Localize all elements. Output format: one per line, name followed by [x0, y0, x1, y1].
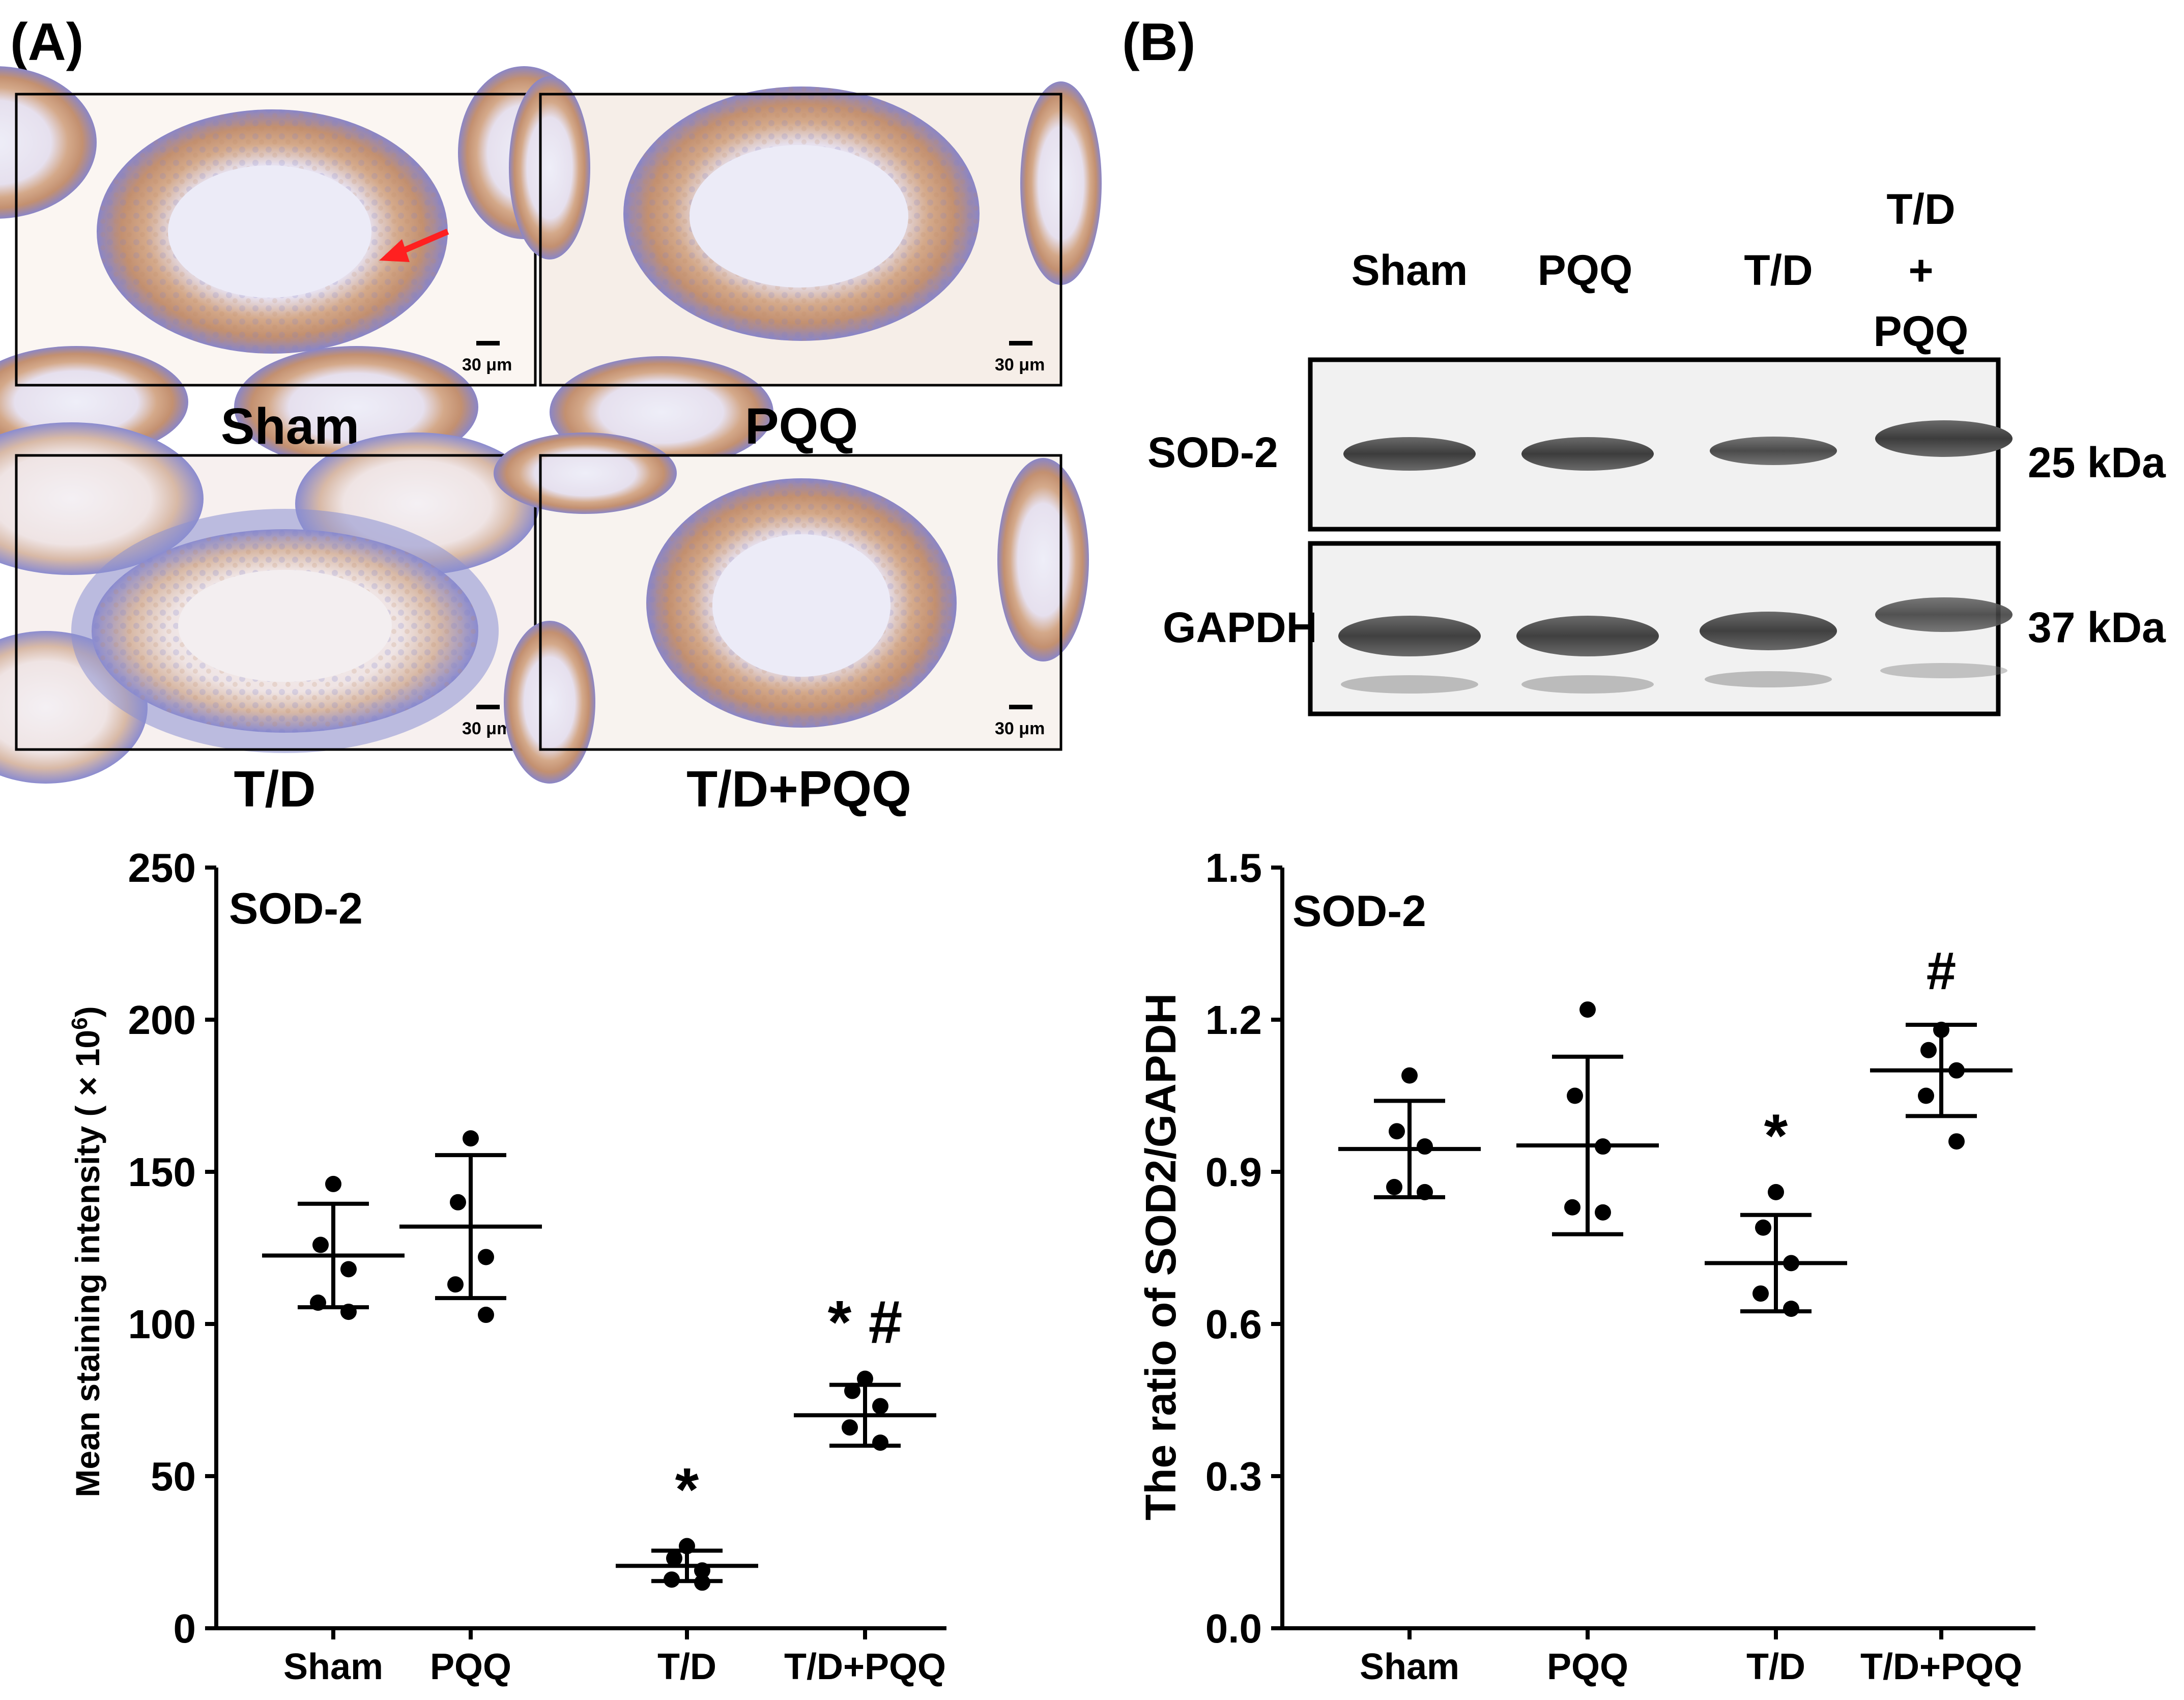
data-point [872, 1398, 888, 1415]
lane-label-td-pqq-line-2: + [1908, 246, 1933, 294]
data-point [1389, 1123, 1405, 1140]
chart-staining-intensity: 0 50 100 150 200 250 Sham PQQ T/D T/D+PQQ SOD-2 Mea… [67, 845, 946, 1687]
y-tick-label: 250 [128, 845, 196, 890]
data-point [478, 1249, 494, 1265]
chart-title: SOD-2 [1292, 887, 1426, 936]
x-tick-label: PQQ [430, 1647, 511, 1687]
data-point [1595, 1204, 1611, 1221]
lane-label-td-pqq: T/D + PQQ [1874, 185, 1969, 355]
y-axis-label: Mean staining intensity ( × 106) [67, 1006, 107, 1497]
data-point [1752, 1285, 1769, 1302]
x-tick-label: T/D [1746, 1647, 1805, 1687]
histology-td-pqq: 30 μm [494, 433, 1089, 784]
x-tick-label: Sham [283, 1647, 383, 1687]
x-tick-label: PQQ [1547, 1647, 1628, 1687]
y-tick-label: 1.5 [1205, 845, 1262, 890]
significance-marker: * [675, 1456, 699, 1524]
lane-label-td-pqq-line-3: PQQ [1874, 307, 1969, 355]
y-tick-label: 150 [128, 1149, 196, 1195]
data-point [679, 1538, 695, 1554]
data-point [1948, 1062, 1965, 1079]
data-point [1564, 1199, 1580, 1216]
lane-label-pqq: PQQ [1538, 246, 1633, 294]
histology-sham: 30 μm [0, 66, 590, 468]
data-point [1768, 1184, 1784, 1200]
data-point [1567, 1087, 1583, 1104]
scale-bar-text: 30 μm [995, 355, 1045, 374]
data-point [1918, 1087, 1934, 1104]
data-point [310, 1294, 326, 1311]
scale-bar-text: 30 μm [995, 719, 1045, 738]
data-point [1783, 1255, 1799, 1272]
panel-a-label: (A) [10, 13, 83, 72]
data-point [857, 1370, 873, 1387]
y-tick-label: 0.3 [1205, 1454, 1262, 1499]
blot-sod2 [1308, 357, 2013, 532]
y-tick-label: 200 [128, 997, 196, 1043]
data-point [340, 1261, 357, 1278]
histology-label-td-pqq: T/D+PQQ [686, 761, 911, 818]
y-tick-label: 0.9 [1205, 1149, 1262, 1195]
y-axis-label: The ratio of SOD2/GAPDH [1137, 993, 1185, 1520]
data-point [325, 1175, 341, 1192]
histology-label-td: T/D [234, 761, 315, 818]
data-point [340, 1304, 357, 1320]
data-point [666, 1550, 682, 1567]
data-point [1933, 1021, 1949, 1038]
lane-label-td: T/D [1744, 246, 1813, 294]
x-tick-label: Sham [1360, 1647, 1459, 1687]
y-tick-label: 0 [174, 1606, 196, 1651]
data-point [694, 1574, 710, 1591]
significance-marker: * # [828, 1288, 903, 1357]
scale-bar-text: 30 μm [462, 719, 512, 738]
data-point [872, 1434, 888, 1451]
chart-sod2-gapdh-ratio: 0.0 0.3 0.6 0.9 1.2 1.5 Sham PQQ T/D T/D+PQQ SOD-2… [1137, 845, 2035, 1687]
data-point [1783, 1301, 1799, 1317]
panel-b-label: (B) [1122, 13, 1195, 72]
data-point [1920, 1042, 1937, 1058]
scale-bar-text: 30 μm [462, 355, 512, 374]
data-point [1417, 1138, 1433, 1155]
red-arrow-icon [379, 228, 449, 262]
data-point [450, 1194, 466, 1211]
blot-protein-sod2: SOD-2 [1147, 428, 1278, 476]
data-point [1417, 1184, 1433, 1200]
data-point [694, 1562, 710, 1579]
data-point [842, 1419, 858, 1436]
lane-label-td-pqq-line-1: T/D [1886, 185, 1955, 233]
chart-title: SOD-2 [229, 884, 363, 933]
significance-marker: # [1927, 941, 1956, 1001]
data-point [1755, 1219, 1771, 1236]
y-tick-label: 1.2 [1205, 997, 1262, 1043]
y-tick-label: 0.0 [1205, 1606, 1262, 1651]
blot-protein-gapdh: GAPDH [1163, 603, 1317, 651]
significance-marker: * [1764, 1102, 1788, 1170]
blot-size-gapdh: 37 kDa [2028, 603, 2166, 651]
lane-label-sham: Sham [1352, 246, 1468, 294]
y-tick-label: 100 [128, 1302, 196, 1347]
data-point [1948, 1133, 1965, 1150]
data-point [664, 1571, 680, 1588]
x-tick-label: T/D [657, 1647, 716, 1687]
data-point [478, 1307, 494, 1323]
histology-label-sham: Sham [221, 398, 359, 455]
y-tick-label: 0.6 [1205, 1302, 1262, 1347]
data-point [312, 1236, 329, 1253]
histology-td: 30 μm [0, 422, 539, 784]
x-tick-label: T/D+PQQ [784, 1647, 946, 1687]
x-tick-label: T/D+PQQ [1860, 1647, 2022, 1687]
data-point [1579, 1001, 1596, 1018]
data-point [844, 1382, 860, 1399]
histology-pqq: 30 μm [509, 76, 1102, 468]
blot-gapdh [1308, 541, 2013, 716]
data-point [447, 1276, 464, 1293]
data-point [1386, 1178, 1402, 1195]
histology-label-pqq: PQQ [745, 398, 858, 455]
blot-size-sod2: 25 kDa [2028, 439, 2166, 486]
data-point [1595, 1138, 1611, 1155]
y-tick-label: 50 [151, 1454, 196, 1499]
data-point [463, 1130, 479, 1147]
data-point [1401, 1067, 1418, 1084]
